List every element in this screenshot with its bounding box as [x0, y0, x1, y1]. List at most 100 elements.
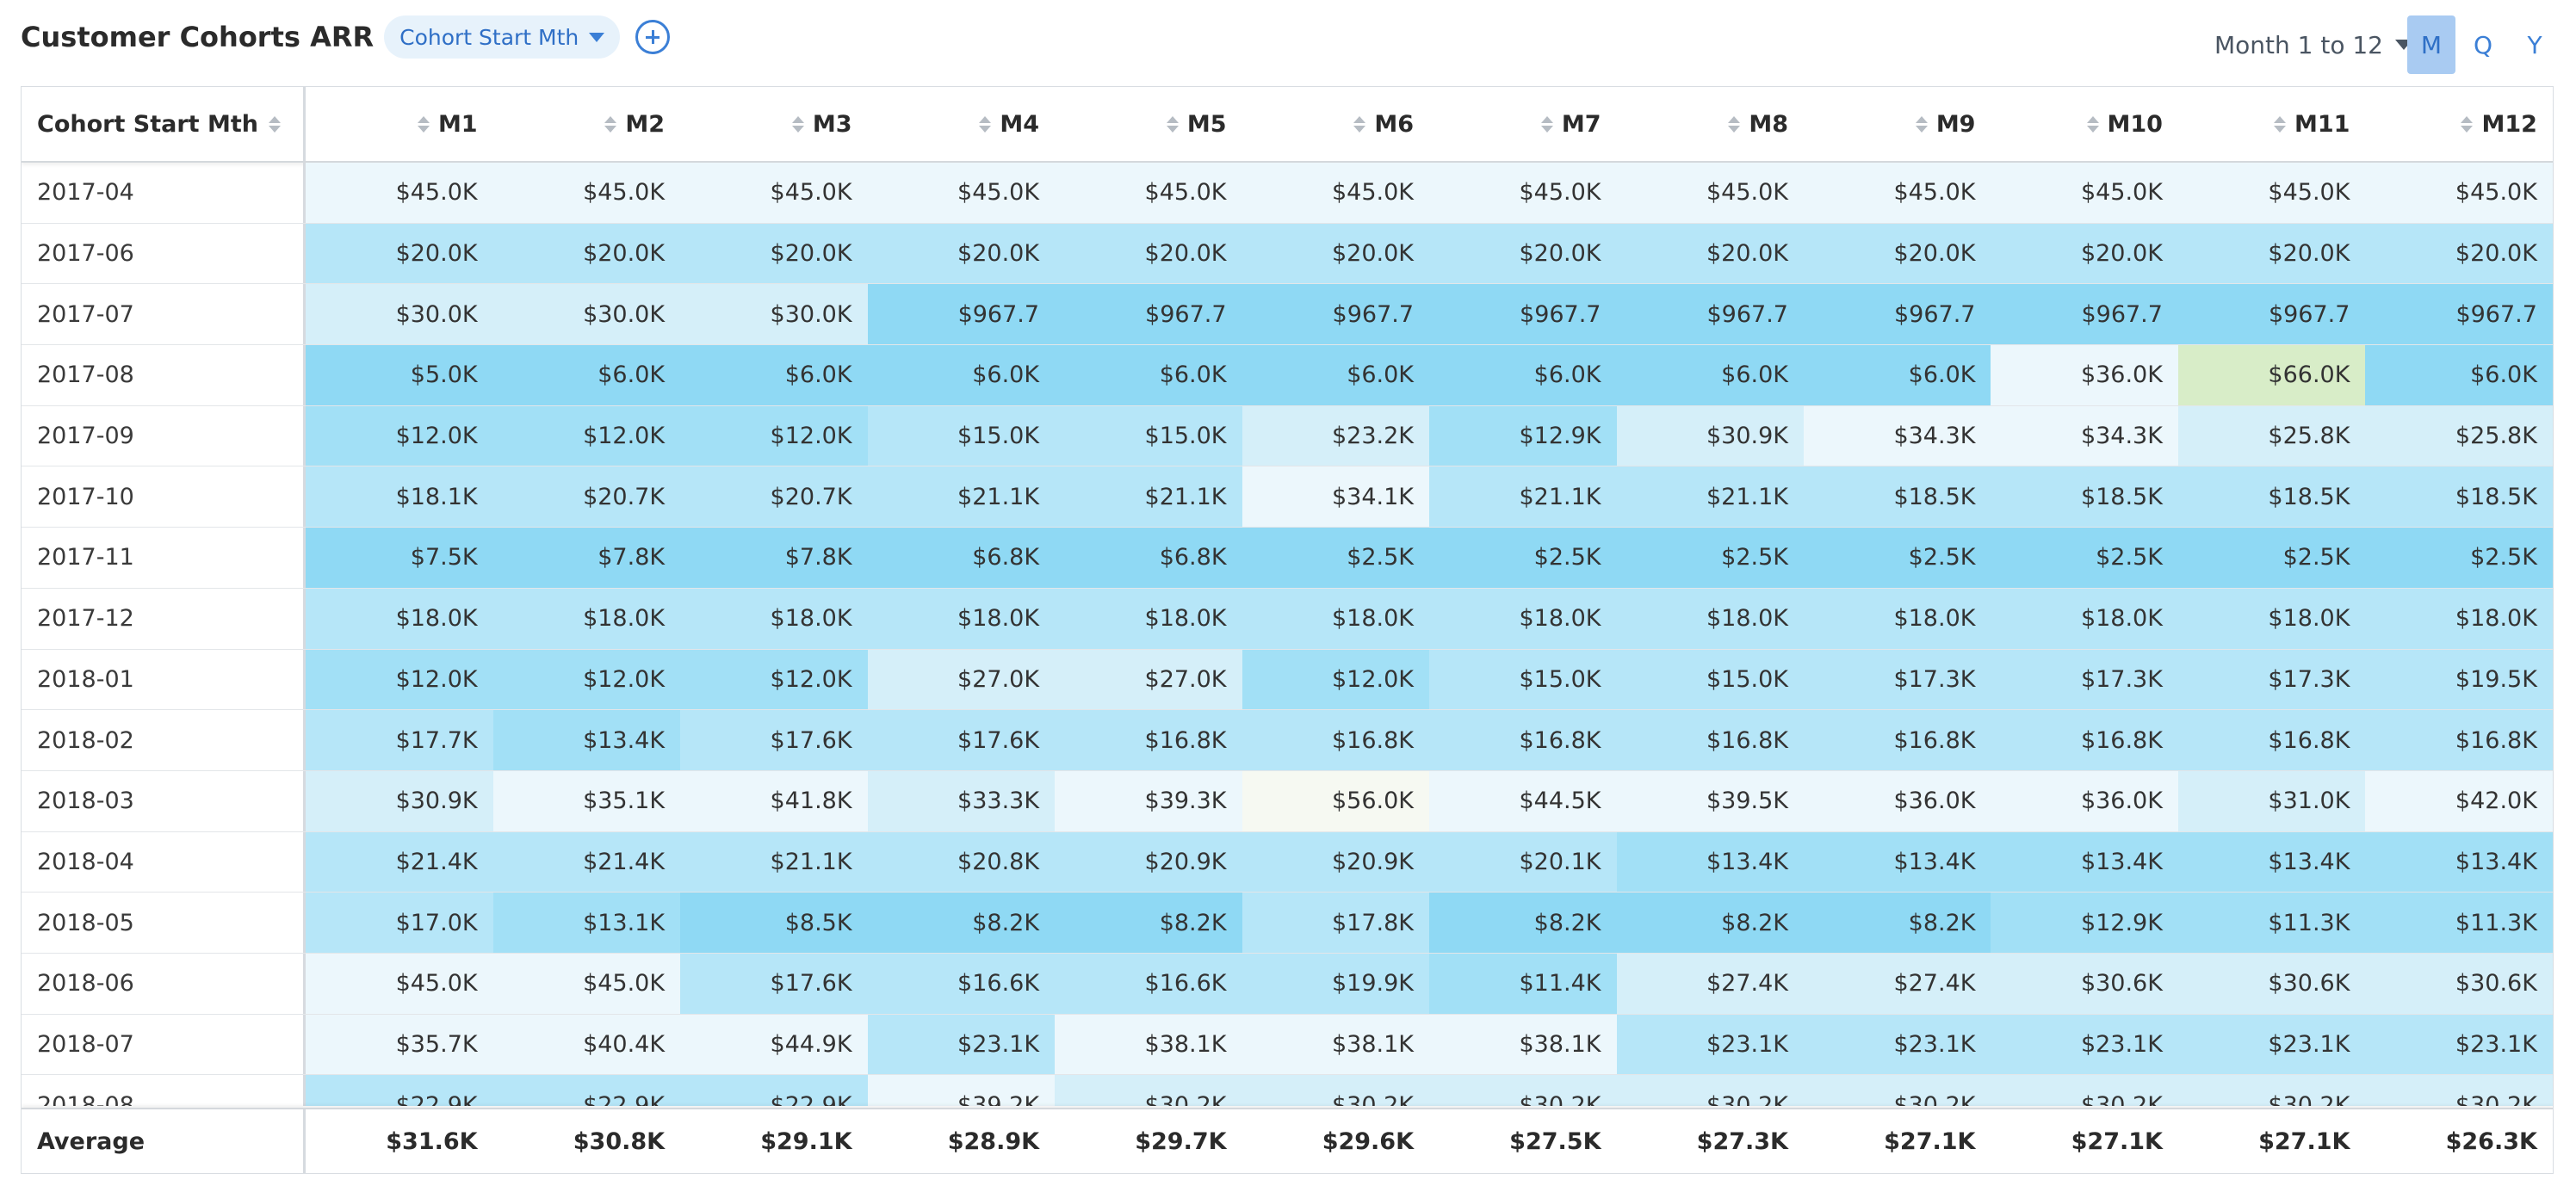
sort-icon[interactable] — [417, 115, 430, 133]
column-header-m5[interactable]: M5 — [1055, 87, 1242, 161]
arr-cell: $12.0K — [1242, 649, 1430, 710]
period-button-quarter[interactable]: Q — [2473, 30, 2493, 59]
sort-icon[interactable] — [1540, 115, 1553, 133]
column-header-cohort-start[interactable]: Cohort Start Mth — [22, 87, 307, 161]
arr-cell: $45.0K — [1991, 163, 2178, 223]
arr-cell: $30.2K — [1429, 1075, 1617, 1106]
arr-cell: $30.2K — [1991, 1075, 2178, 1106]
column-header-m10[interactable]: M10 — [1991, 87, 2177, 161]
arr-cell: $20.9K — [1055, 831, 1242, 893]
arr-cell: $967.7 — [1242, 284, 1430, 345]
arr-cell: $11.4K — [1429, 953, 1617, 1014]
sort-icon[interactable] — [2273, 115, 2286, 133]
arr-cell: $42.0K — [2365, 770, 2553, 831]
arr-cell: $19.5K — [2365, 649, 2553, 710]
column-header-m12[interactable]: M12 — [2365, 87, 2552, 161]
arr-cell: $38.1K — [1429, 1014, 1617, 1075]
sort-icon[interactable] — [979, 115, 992, 133]
column-header-m11[interactable]: M11 — [2178, 87, 2365, 161]
arr-cell: $15.0K — [1429, 649, 1617, 710]
arr-cell: $18.0K — [867, 588, 1056, 649]
arr-cell: $12.0K — [680, 405, 868, 466]
arr-cell: $6.0K — [1803, 345, 1991, 405]
average-cell: $26.3K — [2445, 1127, 2537, 1155]
sort-icon[interactable] — [1728, 115, 1741, 133]
arr-cell: $30.2K — [1803, 1075, 1991, 1106]
arr-cell: $39.5K — [1616, 770, 1804, 831]
arr-cell: $20.0K — [1055, 223, 1242, 284]
period-button-year[interactable]: Y — [2527, 30, 2542, 59]
arr-cell: $13.4K — [1616, 831, 1804, 893]
arr-cell: $13.1K — [492, 893, 681, 953]
arr-cell: $6.0K — [2365, 345, 2553, 405]
add-filter-button[interactable] — [635, 20, 671, 54]
arr-cell: $18.0K — [1242, 588, 1430, 649]
arr-cell: $21.4K — [492, 831, 681, 893]
cohort-label: 2018-06 — [22, 953, 307, 1014]
column-header-label: Cohort Start Mth — [37, 110, 258, 138]
sort-icon[interactable] — [791, 115, 804, 133]
period-button-month[interactable]: M — [2407, 15, 2455, 74]
column-header-label: M11 — [2294, 110, 2350, 138]
arr-cell: $18.0K — [1803, 588, 1991, 649]
arr-cell: $15.0K — [1055, 405, 1242, 466]
column-header-m4[interactable]: M4 — [868, 87, 1055, 161]
arr-cell: $35.7K — [306, 1014, 493, 1075]
table-row: 2018-03 $30.9K $35.1K $41.8K $33.3K $39.3K $56… — [22, 770, 2553, 832]
column-header-m9[interactable]: M9 — [1804, 87, 1991, 161]
column-header-m8[interactable]: M8 — [1617, 87, 1804, 161]
arr-cell: $6.0K — [1616, 345, 1804, 405]
arr-cell: $31.0K — [2177, 770, 2366, 831]
sort-icon[interactable] — [2086, 115, 2099, 133]
sort-icon[interactable] — [1166, 115, 1179, 133]
column-header-m1[interactable]: M1 — [306, 87, 492, 161]
arr-cell: $22.9K — [492, 1075, 681, 1106]
arr-cell: $18.0K — [1991, 588, 2178, 649]
arr-cell: $34.1K — [1242, 466, 1430, 528]
arr-cell: $45.0K — [1242, 163, 1430, 223]
arr-cell: $8.2K — [1616, 893, 1804, 953]
column-header-m6[interactable]: M6 — [1242, 87, 1429, 161]
sort-icon[interactable] — [268, 115, 281, 133]
arr-cell: $16.8K — [2177, 710, 2366, 770]
arr-cell: $20.7K — [492, 466, 681, 528]
arr-cell: $38.1K — [1242, 1014, 1430, 1075]
cohort-label: 2017-12 — [22, 588, 307, 649]
arr-cell: $16.8K — [1991, 710, 2178, 770]
arr-cell: $18.0K — [2177, 588, 2366, 649]
arr-cell: $39.2K — [867, 1075, 1056, 1106]
arr-cell: $21.1K — [1429, 466, 1617, 528]
arr-cell: $27.0K — [867, 649, 1056, 710]
average-cell: $29.6K — [1322, 1127, 1415, 1155]
arr-cell: $22.9K — [306, 1075, 493, 1106]
arr-cell: $21.1K — [867, 466, 1056, 528]
sort-icon[interactable] — [604, 115, 617, 133]
column-header-m7[interactable]: M7 — [1429, 87, 1616, 161]
cohort-filter-chip[interactable]: Cohort Start Mth — [384, 15, 621, 59]
table-body: 2017-04 $45.0K $45.0K $45.0K $45.0K $45.0K $45… — [22, 163, 2553, 1106]
arr-cell: $11.3K — [2365, 893, 2553, 953]
sort-icon[interactable] — [1915, 115, 1928, 133]
cohort-label: 2018-04 — [22, 831, 307, 893]
arr-cell: $45.0K — [867, 163, 1056, 223]
average-row-label: Average — [22, 1109, 307, 1173]
arr-cell: $45.0K — [306, 953, 493, 1014]
sort-icon[interactable] — [2461, 115, 2474, 133]
cohort-label: 2018-01 — [22, 649, 307, 710]
cohort-label: 2017-06 — [22, 223, 307, 284]
arr-cell: $967.7 — [1429, 284, 1617, 345]
column-header-m3[interactable]: M3 — [680, 87, 867, 161]
arr-cell: $66.0K — [2177, 345, 2366, 405]
arr-cell: $18.0K — [306, 588, 493, 649]
sort-icon[interactable] — [1353, 115, 1366, 133]
arr-cell: $21.1K — [1055, 466, 1242, 528]
column-header-m2[interactable]: M2 — [493, 87, 680, 161]
arr-cell: $16.6K — [867, 953, 1056, 1014]
arr-cell: $20.0K — [1429, 223, 1617, 284]
arr-cell: $41.8K — [680, 770, 868, 831]
table-row: 2017-07 $30.0K $30.0K $30.0K $967.7 $967.7 $96… — [22, 284, 2553, 346]
arr-cell: $30.0K — [680, 284, 868, 345]
table-row: 2017-04 $45.0K $45.0K $45.0K $45.0K $45.0K $45… — [22, 163, 2553, 224]
month-range-select[interactable]: Month 1 to 12 — [2214, 26, 2412, 64]
cohort-label: 2017-07 — [22, 284, 307, 345]
